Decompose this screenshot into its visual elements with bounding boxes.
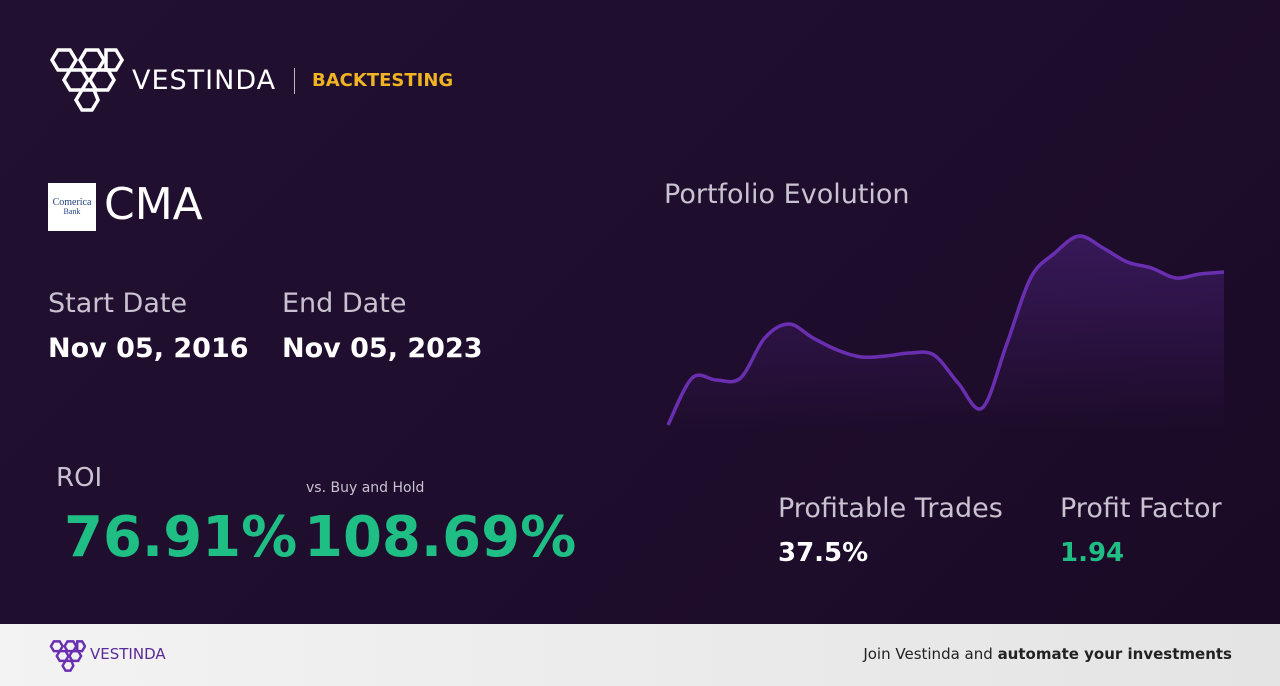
chart-title: Portfolio Evolution: [664, 179, 910, 210]
footer-brand: VESTINDA: [90, 645, 166, 663]
footer-cta: Join Vestinda and automate your investme…: [863, 647, 1232, 662]
line: [666, 234, 1225, 426]
buy-hold-value: 108.69%: [304, 505, 577, 570]
trades-value: 37.5%: [778, 538, 869, 568]
chart: [666, 234, 1225, 430]
start-label: Start Date: [48, 288, 188, 319]
footer: VESTINDA Join Vestinda and automate your…: [0, 624, 1280, 686]
roi-label: ROI: [56, 463, 103, 493]
logo-text: Comerica: [52, 197, 92, 208]
divider: [294, 68, 295, 94]
footer-logo: [49, 640, 86, 672]
brand-logo: [49, 48, 124, 112]
start-date: Nov 05, 2016: [48, 333, 249, 364]
end-date: Nov 05, 2023: [282, 333, 483, 364]
end-label: End Date: [282, 288, 407, 319]
brand-name: VESTINDA: [132, 65, 277, 96]
trades-label: Profitable Trades: [778, 493, 1003, 524]
cta-bold: automate your investments: [997, 645, 1232, 663]
section-label: BACKTESTING: [312, 70, 454, 91]
ticker: CMA: [104, 179, 203, 230]
cta-text: Join Vestinda and: [863, 645, 993, 663]
roi-value: 76.91%: [64, 505, 298, 570]
pf-label: Profit Factor: [1060, 493, 1222, 524]
pf-value: 1.94: [1060, 538, 1125, 568]
asset-logo: Comerica Bank: [48, 183, 96, 231]
area: [668, 235, 1224, 430]
logo-text: Bank: [63, 207, 81, 216]
buy-hold-label: vs. Buy and Hold: [306, 480, 425, 496]
